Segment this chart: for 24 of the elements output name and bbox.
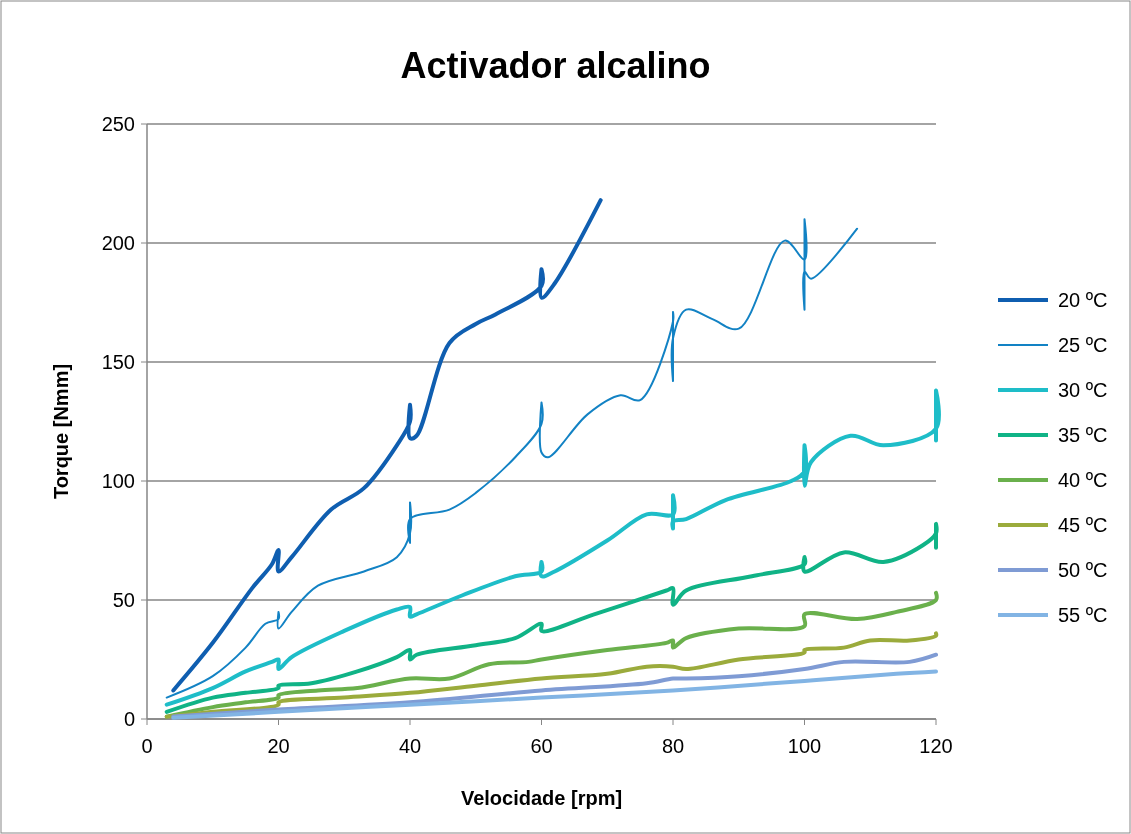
- x-tick-label: 80: [661, 735, 685, 757]
- y-tick-label: 100: [101, 470, 135, 492]
- legend-label: 55 ºC: [1058, 604, 1108, 626]
- x-tick-label: 40: [398, 735, 422, 757]
- legend-label: 25 ºC: [1058, 334, 1108, 356]
- y-tick-label: 200: [101, 232, 135, 254]
- legend-label: 50 ºC: [1058, 559, 1108, 581]
- legend-label: 20 ºC: [1058, 289, 1108, 311]
- x-tick-label: 120: [919, 735, 953, 757]
- y-axis-title: Torque [Nmm]: [50, 363, 72, 500]
- legend-label: 30 ºC: [1058, 379, 1108, 401]
- x-tick-label: 20: [267, 735, 290, 757]
- y-tick-label: 150: [101, 351, 135, 373]
- legend-label: 40 ºC: [1058, 469, 1108, 491]
- chart-title: Activador alcalino: [400, 45, 711, 86]
- x-tick-label: 60: [530, 735, 553, 757]
- x-tick-label: 0: [141, 735, 153, 757]
- y-tick-label: 0: [123, 708, 135, 730]
- y-tick-label: 50: [112, 589, 135, 611]
- legend-label: 35 ºC: [1058, 424, 1108, 446]
- x-tick-label: 100: [787, 735, 822, 757]
- legend-label: 45 ºC: [1058, 514, 1108, 536]
- y-tick-label: 250: [101, 113, 135, 135]
- x-axis-title: Velocidade [rpm]: [460, 787, 623, 809]
